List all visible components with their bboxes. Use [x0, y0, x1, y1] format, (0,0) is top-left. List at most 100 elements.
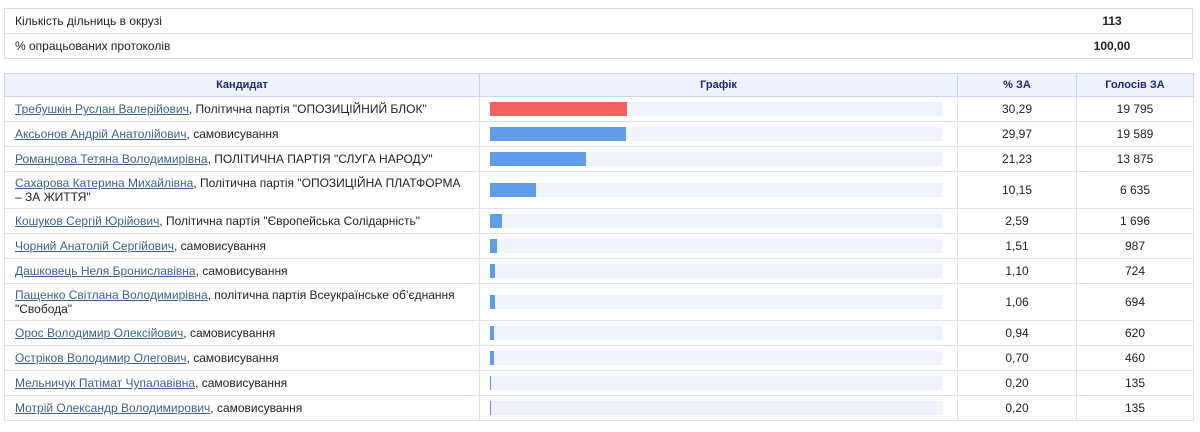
vote-bar	[490, 295, 495, 309]
candidate-cell: Кошуков Сергій Юрійович, Політична парті…	[4, 208, 480, 234]
candidate-name-link[interactable]: Пащенко Світлана Володимирівна	[15, 288, 208, 302]
vote-bar-track	[490, 152, 942, 166]
chart-cell	[479, 208, 958, 234]
candidate-name-link[interactable]: Дашковець Неля Брониславівна	[15, 264, 196, 278]
vote-bar-track	[490, 214, 942, 228]
candidate-name-link[interactable]: Орос Володимир Олексійович	[15, 326, 184, 340]
candidate-name-link[interactable]: Романцова Тетяна Володимирівна	[15, 152, 208, 166]
table-row: Романцова Тетяна Володимирівна, ПОЛІТИЧН…	[4, 146, 1194, 172]
chart-cell	[479, 283, 958, 321]
table-row: Кошуков Сергій Юрійович, Політична парті…	[4, 208, 1194, 234]
candidate-affiliation: , ПОЛІТИЧНА ПАРТІЯ "СЛУГА НАРОДУ"	[207, 152, 433, 166]
vote-bar	[490, 183, 536, 197]
vote-bar	[490, 401, 491, 415]
votes-cell: 19 589	[1076, 121, 1194, 147]
votes-cell: 1 696	[1076, 208, 1194, 234]
chart-cell	[479, 171, 958, 209]
candidate-name-link[interactable]: Кошуков Сергій Юрійович	[15, 214, 160, 228]
vote-bar	[490, 239, 497, 253]
percent-cell: 2,59	[957, 208, 1077, 234]
vote-bar	[490, 152, 587, 166]
chart-cell	[479, 258, 958, 284]
summary-row-processed: % опрацьованих протоколів 100,00	[4, 33, 1193, 59]
vote-bar-track	[490, 239, 942, 253]
header-chart[interactable]: Графік	[479, 73, 958, 97]
percent-cell: 10,15	[957, 171, 1077, 209]
vote-bar-track	[490, 326, 942, 340]
candidate-name-link[interactable]: Мотрій Олександр Володимирович	[15, 401, 211, 415]
votes-cell: 135	[1076, 395, 1194, 421]
percent-cell: 0,94	[957, 320, 1077, 346]
chart-cell	[479, 395, 958, 421]
table-row: Орос Володимир Олексійович, самовисуванн…	[4, 320, 1194, 346]
vote-bar	[490, 376, 491, 390]
percent-cell: 29,97	[957, 121, 1077, 147]
votes-cell: 724	[1076, 258, 1194, 284]
chart-cell	[479, 345, 958, 371]
candidate-cell: Орос Володимир Олексійович, самовисуванн…	[4, 320, 480, 346]
chart-cell	[479, 320, 958, 346]
precincts-label: Кількість дільниць в окрузі	[15, 14, 162, 28]
votes-cell: 460	[1076, 345, 1194, 371]
votes-cell: 6 635	[1076, 171, 1194, 209]
chart-cell	[479, 96, 958, 122]
candidate-affiliation: , Політична партія "Європейська Солідарн…	[159, 214, 421, 228]
percent-cell: 0,70	[957, 345, 1077, 371]
processed-label: % опрацьованих протоколів	[4, 33, 1032, 59]
table-row: Требушкін Руслан Валерійович, Політична …	[4, 96, 1194, 122]
vote-bar-track	[490, 264, 942, 278]
header-votes[interactable]: Голосів ЗА	[1076, 73, 1194, 97]
vote-bar	[490, 326, 495, 340]
vote-bar	[490, 264, 495, 278]
candidate-name-link[interactable]: Сахарова Катерина Михайлівна	[15, 176, 194, 190]
chart-cell	[479, 121, 958, 147]
candidate-cell: Требушкін Руслан Валерійович, Політична …	[4, 96, 480, 122]
percent-cell: 1,51	[957, 233, 1077, 259]
candidate-name-link[interactable]: Чорний Анатолій Сергійович	[15, 239, 174, 253]
table-row: Мельничук Патімат Чупалавівна, самовисув…	[4, 370, 1194, 396]
results-header-row: Кандидат Графік % ЗА Голосів ЗА	[4, 73, 1194, 97]
percent-cell: 0,20	[957, 395, 1077, 421]
candidate-cell: Сахарова Катерина Михайлівна, Політична …	[4, 171, 480, 209]
table-row: Пащенко Світлана Володимирівна, політичн…	[4, 283, 1194, 321]
table-row: Дашковець Неля Брониславівна, самовисува…	[4, 258, 1194, 284]
candidate-affiliation: , самовисування	[186, 351, 279, 365]
vote-bar-track	[490, 351, 942, 365]
table-row: Мотрій Олександр Володимирович, самовису…	[4, 395, 1194, 421]
chart-cell	[479, 233, 958, 259]
table-row: Острiков Володимир Олегович, самовисуван…	[4, 345, 1194, 371]
candidate-cell: Аксьонов Андрій Анатолійович, самовисува…	[4, 121, 480, 147]
candidate-affiliation: , Політична партія "ОПОЗИЦІЙНА ПЛАТФОРМА…	[15, 176, 461, 204]
candidate-name-link[interactable]: Аксьонов Андрій Анатолійович	[15, 127, 187, 141]
candidate-name-link[interactable]: Требушкін Руслан Валерійович	[15, 102, 189, 116]
candidate-affiliation: , самовисування	[210, 401, 303, 415]
district-summary-table: Кількість дільниць в окрузі 113 % опраць…	[4, 8, 1193, 59]
percent-cell: 0,20	[957, 370, 1077, 396]
vote-bar-track	[490, 127, 942, 141]
votes-cell: 987	[1076, 233, 1194, 259]
vote-bar-track	[490, 401, 942, 415]
percent-cell: 21,23	[957, 146, 1077, 172]
processed-value: 100,00	[1032, 33, 1193, 59]
candidate-affiliation: , політична партія Всеукраїнське об’єдна…	[15, 288, 455, 316]
vote-bar-track	[490, 376, 942, 390]
chart-cell	[479, 370, 958, 396]
candidate-name-link[interactable]: Острiков Володимир Олегович	[15, 351, 187, 365]
candidate-cell: Острiков Володимир Олегович, самовисуван…	[4, 345, 480, 371]
candidate-name-link[interactable]: Мельничук Патімат Чупалавівна	[15, 376, 196, 390]
votes-cell: 19 795	[1076, 96, 1194, 122]
vote-bar	[490, 102, 627, 116]
vote-bar-track	[490, 183, 942, 197]
candidate-affiliation: , самовисування	[186, 127, 279, 141]
table-row: Аксьонов Андрій Анатолійович, самовисува…	[4, 121, 1194, 147]
header-percent[interactable]: % ЗА	[957, 73, 1077, 97]
vote-bar	[490, 214, 502, 228]
header-candidate[interactable]: Кандидат	[4, 73, 480, 97]
votes-cell: 13 875	[1076, 146, 1194, 172]
table-row: Сахарова Катерина Михайлівна, Політична …	[4, 171, 1194, 209]
chart-cell	[479, 146, 958, 172]
percent-cell: 1,06	[957, 283, 1077, 321]
candidate-affiliation: , самовисування	[195, 376, 288, 390]
votes-cell: 135	[1076, 370, 1194, 396]
table-row: Чорний Анатолій Сергійович, самовисуванн…	[4, 233, 1194, 259]
